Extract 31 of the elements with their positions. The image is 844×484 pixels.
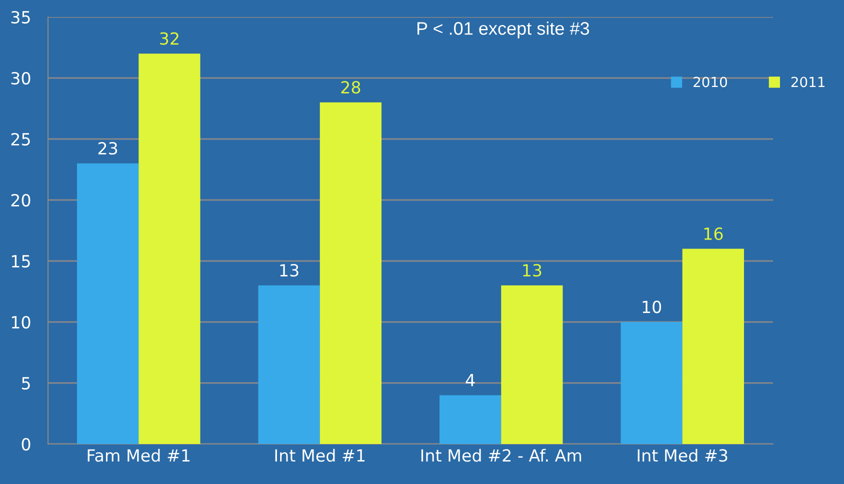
data-label: 4 (466, 374, 475, 386)
data-label: 13 (280, 264, 298, 277)
bar (138, 54, 200, 444)
data-label: 28 (341, 81, 360, 94)
legend-label: 2011 (791, 76, 824, 88)
data-label: 32 (160, 32, 178, 45)
y-tick-label: 5 (22, 377, 30, 390)
data-label: 23 (98, 142, 118, 155)
data-label: 10 (642, 300, 662, 314)
y-tick-label: 30 (11, 72, 30, 85)
y-tick-label: 10 (12, 316, 30, 329)
chart-subtitle: P < .01 except site #3 (417, 22, 590, 38)
bar (501, 285, 563, 444)
y-tick-label: 0 (22, 438, 30, 451)
bar (440, 395, 502, 444)
legend-label: 2010 (694, 76, 727, 88)
data-label: 16 (704, 227, 723, 240)
x-tick-label: Fam Med #1 (88, 448, 190, 462)
x-tick-label: Int Med #2 - Af. Am (421, 448, 582, 462)
bar (77, 163, 139, 444)
bar (258, 285, 320, 444)
data-label: 13 (523, 264, 542, 277)
y-tick-label: 25 (11, 132, 30, 146)
x-tick-label: Int Med #1 (275, 448, 365, 462)
x-tick-label: Int Med #3 (638, 448, 728, 462)
y-tick-label: 15 (12, 255, 30, 268)
bar (682, 248, 744, 444)
y-tick-label: 35 (11, 10, 30, 24)
y-tick-label: 20 (11, 194, 30, 207)
bar (620, 322, 682, 444)
bar (320, 102, 382, 444)
